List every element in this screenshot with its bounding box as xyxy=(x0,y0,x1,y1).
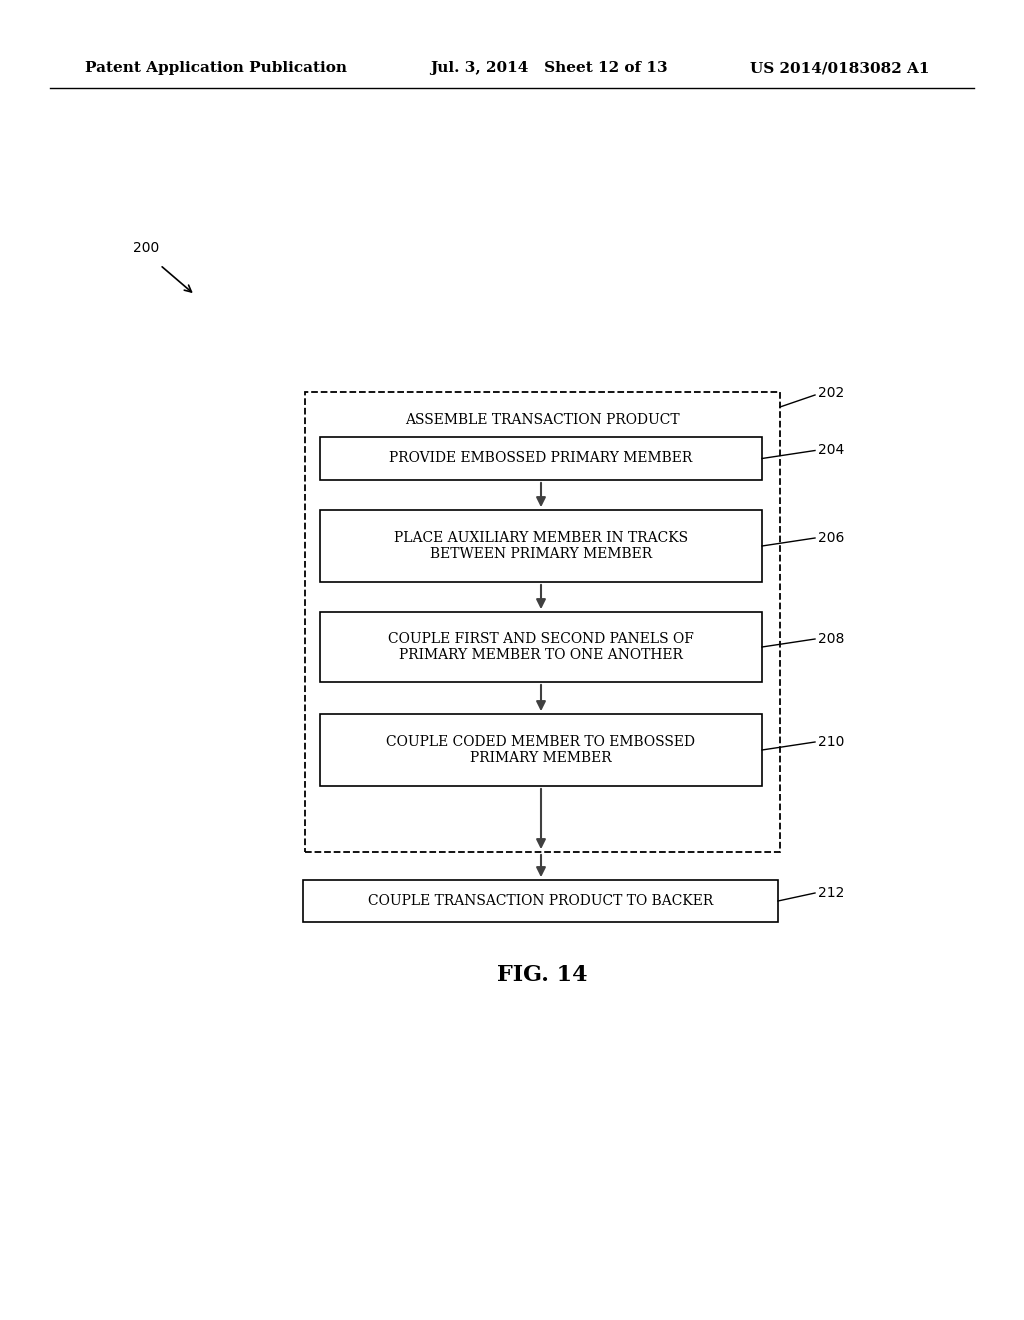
Text: COUPLE CODED MEMBER TO EMBOSSED
PRIMARY MEMBER: COUPLE CODED MEMBER TO EMBOSSED PRIMARY … xyxy=(386,735,695,766)
Text: ASSEMBLE TRANSACTION PRODUCT: ASSEMBLE TRANSACTION PRODUCT xyxy=(406,413,680,426)
Text: PLACE AUXILIARY MEMBER IN TRACKS
BETWEEN PRIMARY MEMBER: PLACE AUXILIARY MEMBER IN TRACKS BETWEEN… xyxy=(394,531,688,561)
Text: COUPLE TRANSACTION PRODUCT TO BACKER: COUPLE TRANSACTION PRODUCT TO BACKER xyxy=(368,894,713,908)
Text: 210: 210 xyxy=(818,735,845,748)
Text: US 2014/0183082 A1: US 2014/0183082 A1 xyxy=(750,61,930,75)
Text: FIG. 14: FIG. 14 xyxy=(498,964,588,986)
Text: 208: 208 xyxy=(818,632,845,645)
Text: 204: 204 xyxy=(818,444,844,458)
Text: 202: 202 xyxy=(818,385,844,400)
Bar xyxy=(319,437,762,480)
Bar xyxy=(305,392,780,851)
Text: PROVIDE EMBOSSED PRIMARY MEMBER: PROVIDE EMBOSSED PRIMARY MEMBER xyxy=(389,451,692,466)
Bar xyxy=(319,714,762,785)
Bar xyxy=(319,510,762,582)
Text: Jul. 3, 2014   Sheet 12 of 13: Jul. 3, 2014 Sheet 12 of 13 xyxy=(430,61,668,75)
Bar xyxy=(319,612,762,682)
Bar xyxy=(303,880,778,921)
Text: 212: 212 xyxy=(818,886,845,900)
Text: COUPLE FIRST AND SECOND PANELS OF
PRIMARY MEMBER TO ONE ANOTHER: COUPLE FIRST AND SECOND PANELS OF PRIMAR… xyxy=(388,632,694,663)
Text: Patent Application Publication: Patent Application Publication xyxy=(85,61,347,75)
Text: 206: 206 xyxy=(818,531,845,545)
Text: 200: 200 xyxy=(133,242,160,255)
